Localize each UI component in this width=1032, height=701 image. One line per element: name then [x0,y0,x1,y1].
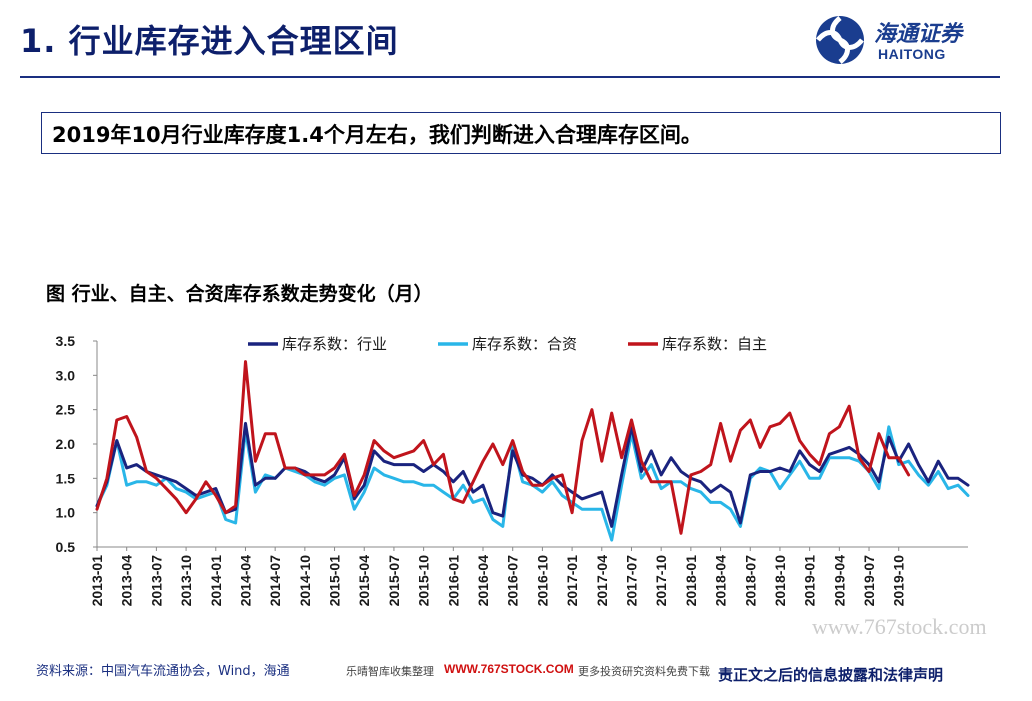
legend-label: 库存系数：自主 [662,335,767,353]
x-tick-label: 2013-01 [89,555,105,607]
page-title: 1. 行业库存进入合理区间 [20,22,399,60]
y-tick-label: 1.5 [56,470,76,486]
stamp-url: WWW.767STOCK.COM [444,662,574,676]
x-tick-label: 2016-01 [445,555,461,607]
chart-legend: 库存系数：行业 库存系数：合资 库存系数：自主 [248,335,767,353]
x-tick-label: 2018-04 [713,555,729,607]
figure-title: 图 行业、自主、合资库存系数走势变化（月） [46,283,433,305]
x-tick-label: 2017-07 [623,555,639,607]
x-tick-label: 2015-01 [327,555,343,607]
x-tick-label: 2016-10 [534,555,550,607]
summary-box: 2019年10月行业库存度1.4个月左右，我们判断进入合理库存区间。 [41,112,1001,154]
haitong-emblem-icon [816,16,864,64]
x-tick-label: 2016-07 [505,555,521,607]
watermark-text: www.767stock.com [812,614,987,639]
x-tick-label: 2017-10 [653,555,669,607]
x-tick-label: 2016-04 [475,555,491,607]
series-line-2 [95,360,911,535]
y-tick-label: 3.5 [56,333,76,349]
x-axis: 2013-01 2013-04 2013-07 2013-10 2014-01 2014-… [89,546,968,607]
x-tick-label: 2014-04 [237,555,253,607]
x-tick-label: 2013-04 [119,555,135,607]
x-tick-label: 2017-04 [594,555,610,607]
y-tick-label: 1.0 [56,505,76,521]
x-tick-label: 2015-10 [416,555,432,607]
x-tick-label: 2018-01 [683,555,699,607]
x-tick-label: 2015-04 [356,555,372,607]
y-tick-label: 0.5 [56,539,76,555]
x-tick-label: 2018-07 [742,555,758,607]
disclaimer-text: 责正文之后的信息披露和法律声明 [718,666,944,684]
inventory-line-chart: 0.51.01.52.02.53.03.5 2013-01 2013-04 2013… [56,333,970,607]
x-tick-label: 2019-10 [891,555,907,607]
logo-chinese-text: 海通证券 [874,22,963,47]
legend-label: 库存系数：合资 [472,335,577,353]
x-tick-label: 2017-01 [564,555,580,607]
stamp-text-1: 乐晴智库收集整理 [346,665,434,678]
series-lines [95,360,970,542]
haitong-logo: 海通证券 HAITONG [812,12,997,70]
legend-label: 库存系数：行业 [282,335,387,353]
series-line-0 [95,421,970,528]
x-tick-label: 2013-10 [178,555,194,607]
x-tick-label: 2019-07 [861,555,877,607]
stamp-text-2: 更多投资研究资料免费下载 [578,665,710,678]
y-tick-label: 2.0 [56,436,76,452]
logo-english-text: HAITONG [878,46,946,62]
summary-text: 2019年10月行业库存度1.4个月左右，我们判断进入合理库存区间。 [52,123,702,147]
header-rule [20,76,1000,78]
x-tick-label: 2015-07 [386,555,402,607]
x-tick-label: 2019-04 [831,555,847,607]
x-tick-label: 2013-07 [148,555,164,607]
y-axis: 0.5 1.0 1.5 2.0 2.5 3.0 3.5 [56,333,98,555]
y-tick-label: 3.0 [56,367,76,383]
x-tick-label: 2018-10 [772,555,788,607]
x-tick-label: 2014-01 [208,555,224,607]
x-tick-label: 2014-07 [267,555,283,607]
x-tick-label: 2019-01 [802,555,818,607]
x-tick-label: 2014-10 [297,555,313,607]
y-tick-label: 2.5 [56,402,76,418]
source-note: 资料来源：中国汽车流通协会，Wind，海通 [36,664,290,679]
